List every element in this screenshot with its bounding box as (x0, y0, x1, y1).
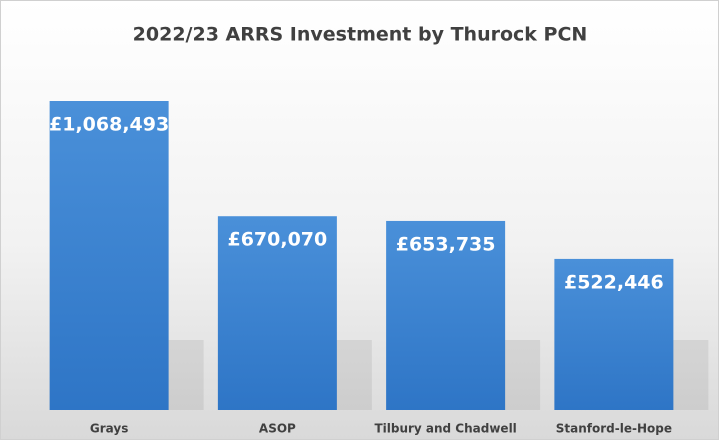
x-tick-label: ASOP (259, 422, 296, 436)
data-label: £1,068,493 (49, 114, 169, 136)
x-tick-label: Tilbury and Chadwell (374, 422, 516, 436)
x-tick-label: Stanford-le-Hope (556, 422, 672, 436)
data-label: £522,446 (564, 271, 664, 293)
bar (386, 220, 506, 410)
data-label: £670,070 (227, 229, 327, 251)
chart-title: 2022/23 ARRS Investment by Thurock PCN (133, 24, 588, 46)
bar (554, 258, 674, 410)
bar (49, 101, 169, 410)
bar (217, 216, 337, 410)
data-label: £653,735 (396, 233, 496, 255)
x-tick-label: Grays (90, 422, 128, 436)
